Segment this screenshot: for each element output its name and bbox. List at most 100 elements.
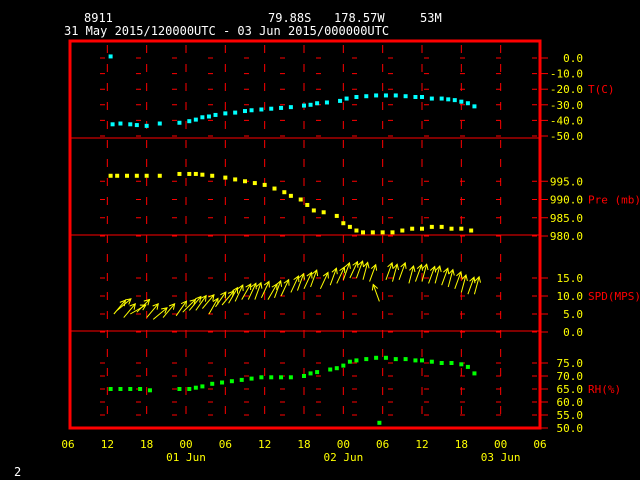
wind-arrow	[460, 274, 467, 293]
wind-arrow	[260, 281, 270, 299]
y-tick-label-rh: 60.0	[557, 396, 584, 409]
wind-arrow	[254, 282, 262, 300]
temp-point	[134, 123, 139, 128]
temp-point	[446, 97, 451, 102]
x-tick-label: 00	[494, 438, 507, 451]
temp-point	[177, 120, 182, 125]
x-tick-label: 12	[258, 438, 271, 451]
temp-point	[439, 96, 444, 101]
temp-point	[459, 99, 464, 104]
y-tick-label-temp: -40.0	[550, 114, 583, 127]
wind-arrow-head	[293, 275, 300, 283]
wind-arrow-head	[245, 283, 252, 291]
pres-point	[272, 186, 277, 191]
x-tick-label: 18	[140, 438, 153, 451]
wind-arrow	[362, 262, 369, 280]
wind-arrow-head	[161, 307, 168, 314]
wind-arrow-head	[168, 303, 176, 310]
wind-arrow	[280, 279, 290, 297]
rh-point	[177, 387, 182, 391]
rh-point	[302, 374, 306, 378]
header-station: 8911	[84, 11, 113, 25]
temp-point	[200, 115, 205, 120]
x-tick-label: 06	[219, 438, 232, 451]
pres-point	[282, 190, 287, 195]
wind-arrow-head	[189, 298, 197, 306]
rh-point	[393, 357, 398, 362]
pres-point	[115, 173, 120, 178]
wind-arrow-head	[306, 271, 313, 279]
wind-arrow	[136, 299, 150, 313]
temp-point	[223, 111, 228, 116]
pres-point	[108, 173, 113, 178]
pres-point	[210, 173, 215, 178]
rh-point	[288, 375, 293, 380]
rh-point	[269, 375, 274, 380]
wind-arrow-head	[474, 275, 482, 283]
wind-arrow-head	[256, 281, 263, 289]
wind-arrow-head	[152, 303, 159, 310]
wind-arrow	[310, 269, 318, 288]
wind-arrow	[146, 303, 159, 318]
rh-point	[118, 387, 123, 391]
y-tick-label-pres: 990.0	[550, 194, 583, 207]
pres-point	[361, 230, 365, 235]
temp-point	[128, 122, 133, 127]
wind-arrow	[152, 307, 168, 320]
rh-point	[128, 387, 133, 391]
pres-point	[305, 202, 310, 207]
wind-arrow-head	[422, 263, 429, 271]
temp-point	[324, 100, 329, 105]
temp-point	[243, 109, 247, 114]
x-day-label: 01 Jun	[166, 451, 206, 464]
rh-point	[259, 375, 264, 380]
rh-point	[308, 371, 313, 376]
rh-point	[210, 381, 215, 386]
wind-arrow-head	[339, 266, 346, 274]
wind-arrow-head	[448, 268, 455, 276]
y-tick-label-rh: 50.0	[557, 422, 584, 435]
pres-point	[298, 197, 303, 202]
wind-arrow	[274, 280, 282, 298]
pres-point	[125, 173, 129, 178]
wind-arrow	[195, 295, 207, 311]
header-elev: 53M	[420, 11, 442, 25]
wind-arrow	[234, 284, 244, 302]
wind-arrow	[467, 277, 475, 295]
pres-point	[177, 171, 182, 176]
rh-point	[138, 387, 143, 391]
rh-point	[193, 385, 198, 390]
temp-point	[413, 95, 418, 99]
wind-arrow	[319, 272, 329, 290]
y-tick-label-temp: -10.0	[550, 68, 583, 81]
rh-point	[383, 355, 388, 360]
wind-arrow	[175, 300, 187, 317]
rh-point	[315, 370, 320, 375]
wind-arrow-head	[442, 267, 450, 275]
rh-point	[449, 361, 454, 365]
temp-point	[108, 54, 113, 59]
rh-point	[429, 359, 434, 364]
wind-arrow-head	[357, 260, 364, 268]
wind-arrow-head	[469, 276, 476, 284]
pres-point	[252, 181, 257, 186]
x-tick-label: 18	[297, 438, 310, 451]
x-tick-label: 12	[101, 438, 114, 451]
x-day-label: 02 Jun	[323, 451, 363, 464]
pres-point	[144, 173, 149, 178]
pres-point	[321, 210, 326, 215]
wind-arrow-head	[435, 265, 442, 272]
wind-arrow	[113, 299, 126, 315]
wind-arrow	[408, 265, 415, 284]
wind-arrow-head	[387, 261, 394, 269]
pres-point	[262, 182, 267, 187]
rh-point	[403, 357, 408, 362]
temp-point	[206, 114, 211, 119]
wind-arrow	[473, 276, 480, 295]
wind-arrow-head	[129, 303, 136, 310]
temp-point	[249, 108, 254, 113]
page-number: 2	[14, 465, 22, 479]
wind-arrow-head	[311, 269, 319, 277]
rh-point	[420, 358, 424, 363]
pres-point	[400, 228, 405, 233]
